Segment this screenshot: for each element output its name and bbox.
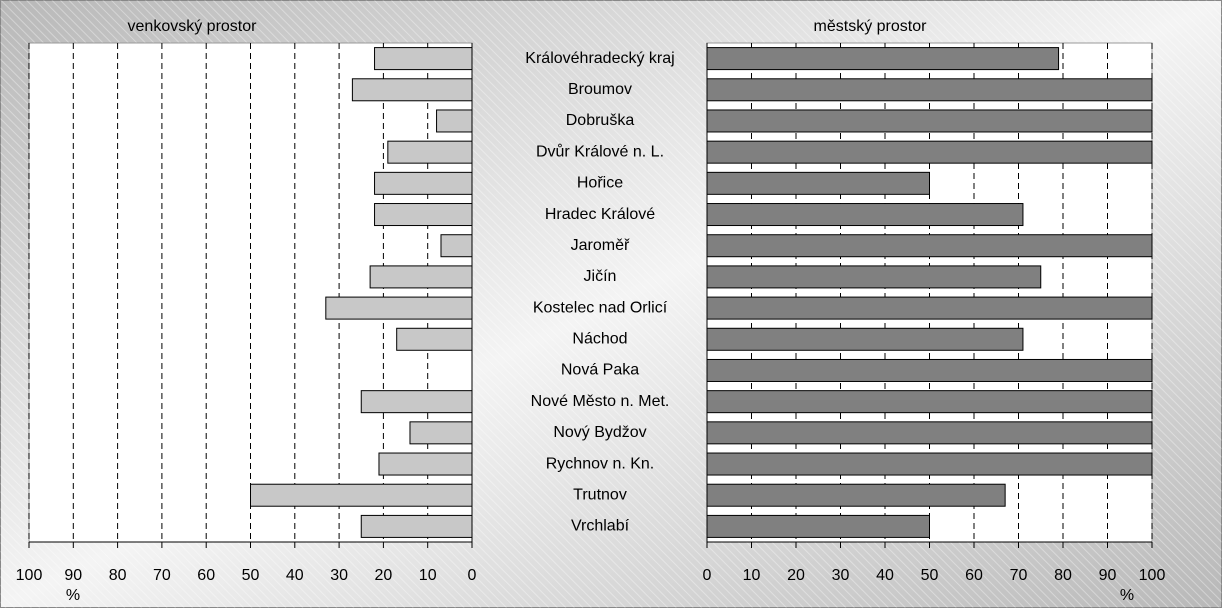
x-tick-label: 0 (703, 567, 712, 584)
x-tick-label: 100 (16, 567, 43, 584)
x-tick-label: 50 (921, 567, 939, 584)
x-tick-label: 10 (419, 567, 437, 584)
x-tick-label: 0 (468, 567, 477, 584)
category-label: Dobruška (566, 112, 635, 129)
bar (706, 203, 1024, 227)
x-axis-label: % (66, 587, 80, 604)
bar (706, 390, 1153, 414)
category-label: Hořice (577, 175, 623, 192)
x-tick-label: 30 (330, 567, 348, 584)
x-tick-label: 80 (109, 567, 127, 584)
x-tick-label: 20 (375, 567, 393, 584)
bar (706, 234, 1153, 258)
bar (706, 78, 1153, 102)
x-tick-label: 30 (832, 567, 850, 584)
bar (374, 47, 473, 71)
category-label: Vrchlabí (571, 518, 630, 535)
bar (378, 452, 473, 476)
bar (351, 78, 473, 102)
category-label: Nová Paka (561, 362, 639, 379)
bar (706, 296, 1153, 320)
bar (706, 421, 1153, 445)
category-label: Rychnov n. Kn. (546, 455, 655, 472)
x-axis-label: % (1120, 587, 1134, 604)
x-tick-label: 90 (64, 567, 82, 584)
x-tick-label: 60 (197, 567, 215, 584)
x-tick-label: 100 (1139, 567, 1166, 584)
bar (440, 234, 473, 258)
bar (396, 327, 473, 351)
x-tick-label: 60 (965, 567, 983, 584)
bar (706, 452, 1153, 476)
category-label: Nový Bydžov (553, 424, 646, 441)
category-label: Hradec Králové (545, 206, 655, 223)
x-tick-label: 10 (743, 567, 761, 584)
bar (369, 265, 473, 289)
bar (706, 47, 1060, 71)
bar (706, 327, 1024, 351)
category-label: Náchod (572, 331, 627, 348)
bar (360, 514, 473, 538)
category-label: Broumov (568, 81, 632, 98)
x-tick-label: 90 (1099, 567, 1117, 584)
panel-title: městský prostor (814, 18, 928, 35)
bar (325, 296, 473, 320)
bar (436, 109, 473, 133)
bar (706, 140, 1153, 164)
x-tick-label: 40 (286, 567, 304, 584)
bar (706, 358, 1153, 382)
x-tick-label: 70 (153, 567, 171, 584)
panel-title: venkovský prostor (128, 18, 258, 35)
bar (706, 265, 1042, 289)
bar (360, 390, 473, 414)
category-label: Jaroměř (571, 237, 630, 254)
bar (409, 421, 473, 445)
x-tick-label: 50 (242, 567, 260, 584)
bar (374, 203, 473, 227)
x-tick-label: 70 (1010, 567, 1028, 584)
bar (706, 171, 930, 195)
category-label: Nové Město n. Met. (531, 393, 670, 410)
bar (387, 140, 473, 164)
x-tick-label: 80 (1054, 567, 1072, 584)
category-label: Trutnov (573, 486, 627, 503)
bar (374, 171, 473, 195)
bar (706, 109, 1153, 133)
bar (250, 483, 473, 507)
category-label: Kostelec nad Orlicí (533, 299, 668, 316)
bar (706, 483, 1006, 507)
x-tick-label: 40 (876, 567, 894, 584)
category-label: Dvůr Králové n. L. (536, 142, 664, 160)
bar (706, 514, 930, 538)
category-label: Jičín (584, 268, 617, 285)
category-label: Královéhradecký kraj (525, 50, 674, 67)
x-tick-label: 20 (787, 567, 805, 584)
